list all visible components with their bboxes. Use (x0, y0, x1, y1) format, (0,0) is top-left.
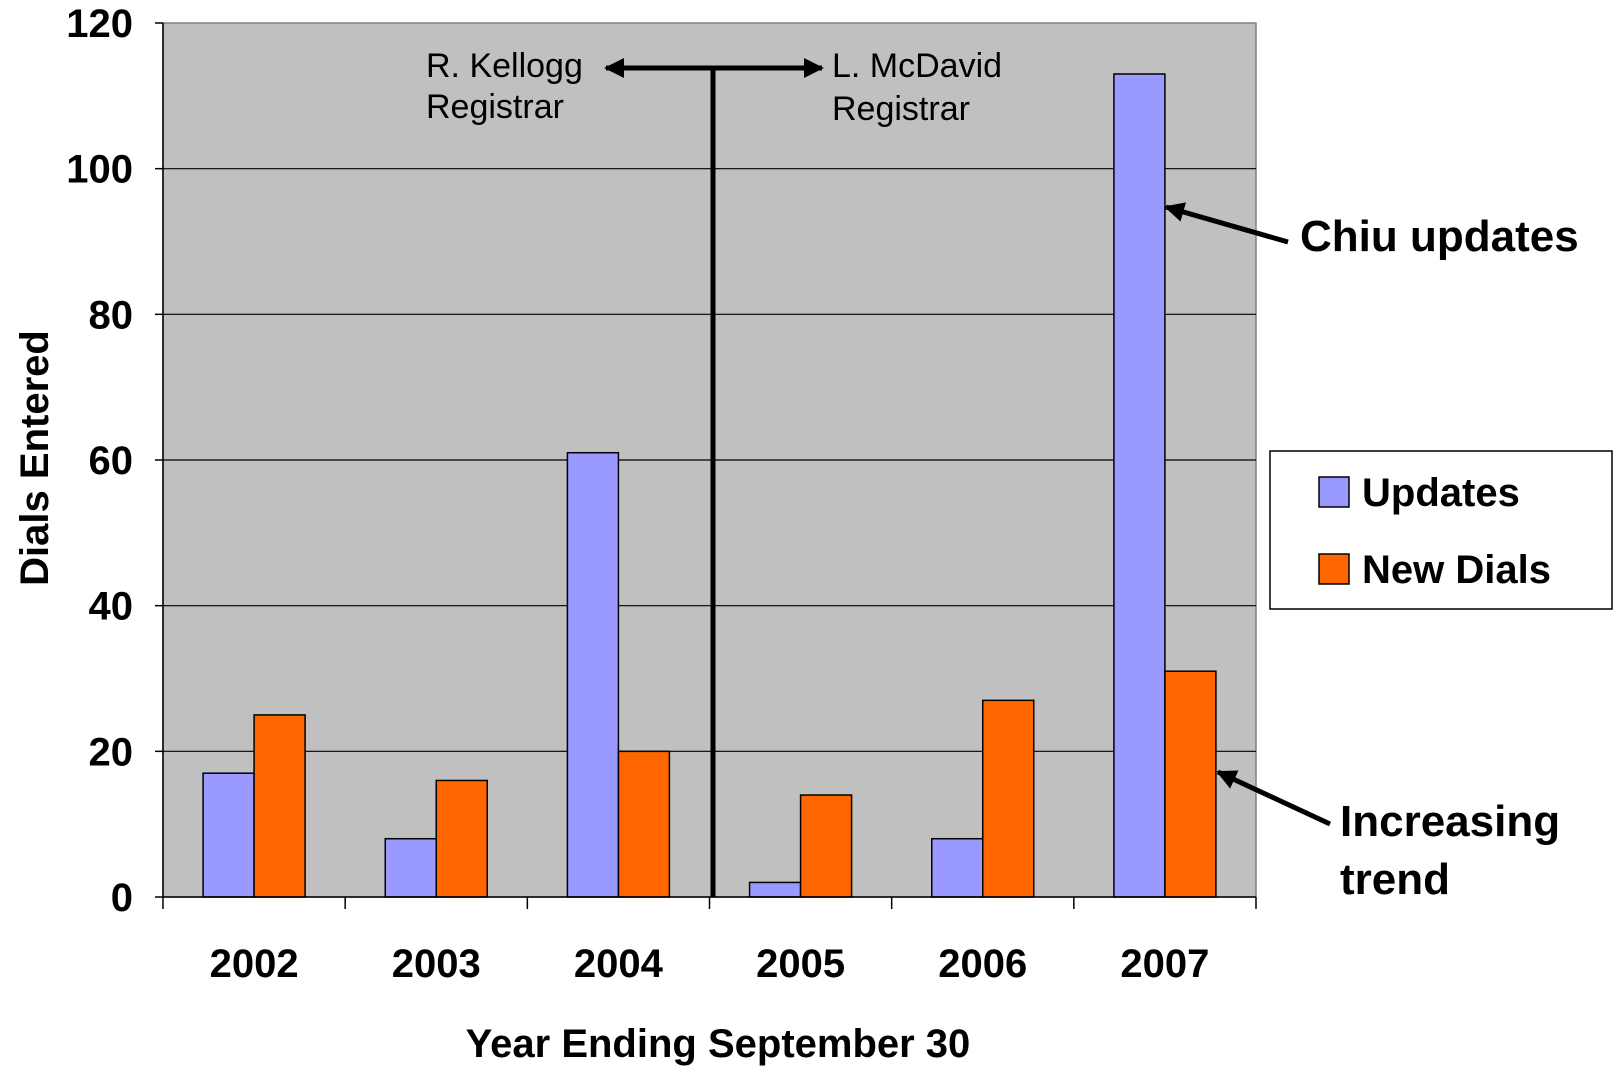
y-tick-label: 60 (89, 439, 134, 483)
bar-new-dials-2004 (617, 750, 671, 898)
bar-new-dials-2006 (982, 699, 1035, 898)
chiu-updates-callout: Chiu updates (1300, 212, 1579, 261)
bar-new-dials-2003 (435, 779, 488, 898)
y-tick-labels: 0 20 40 60 80 100 120 (66, 2, 133, 920)
bar-updates-2006 (931, 837, 984, 898)
right-registrar-name: L. McDavid (832, 47, 1002, 85)
y-tick-label: 80 (89, 293, 134, 337)
increasing-trend-callout-line2: trend (1340, 855, 1450, 904)
y-tick-label: 100 (66, 148, 133, 192)
gridlines (155, 22, 1256, 898)
bar-updates-2005 (748, 881, 802, 898)
left-registrar-name: R. Kellogg (426, 47, 583, 85)
x-tick-labels: 2002 2003 2004 2005 2006 2007 (210, 942, 1210, 986)
y-tick-label: 40 (89, 585, 134, 629)
bar-updates-2003 (384, 837, 437, 898)
right-registrar-role: Registrar (832, 90, 970, 128)
x-tick-label: 2003 (392, 942, 481, 986)
increasing-trend-arrow (1216, 769, 1332, 827)
left-registrar-role: Registrar (426, 88, 564, 126)
legend: Updates New Dials (1269, 450, 1613, 610)
bar-new-dials-2005 (799, 794, 853, 898)
x-axis-title: Year Ending September 30 (466, 1022, 971, 1066)
chiu-updates-arrow (1164, 202, 1289, 245)
x-tick-label: 2005 (756, 942, 845, 986)
bar-updates-2007 (1113, 73, 1166, 898)
x-tick-label: 2007 (1120, 942, 1209, 986)
legend-swatch-new-dials (1318, 553, 1350, 585)
legend-label-updates: Updates (1362, 471, 1520, 515)
legend-swatch-updates (1318, 476, 1350, 508)
y-tick-label: 0 (111, 876, 133, 920)
bar-updates-2002 (202, 772, 255, 898)
bar-new-dials-2007 (1164, 670, 1217, 898)
x-tick-label: 2002 (210, 942, 299, 986)
bar-new-dials-2002 (253, 714, 306, 898)
bars (202, 73, 1217, 898)
x-tick-label: 2006 (938, 942, 1027, 986)
y-tick-label: 120 (66, 2, 133, 46)
bar-updates-2004 (566, 451, 620, 898)
y-tick-label: 20 (89, 730, 134, 774)
axes (162, 23, 1257, 909)
y-axis-title: Dials Entered (13, 330, 57, 586)
x-tick-label: 2004 (574, 942, 664, 986)
increasing-trend-callout-line1: Increasing (1340, 797, 1560, 846)
legend-label-new-dials: New Dials (1362, 548, 1551, 592)
